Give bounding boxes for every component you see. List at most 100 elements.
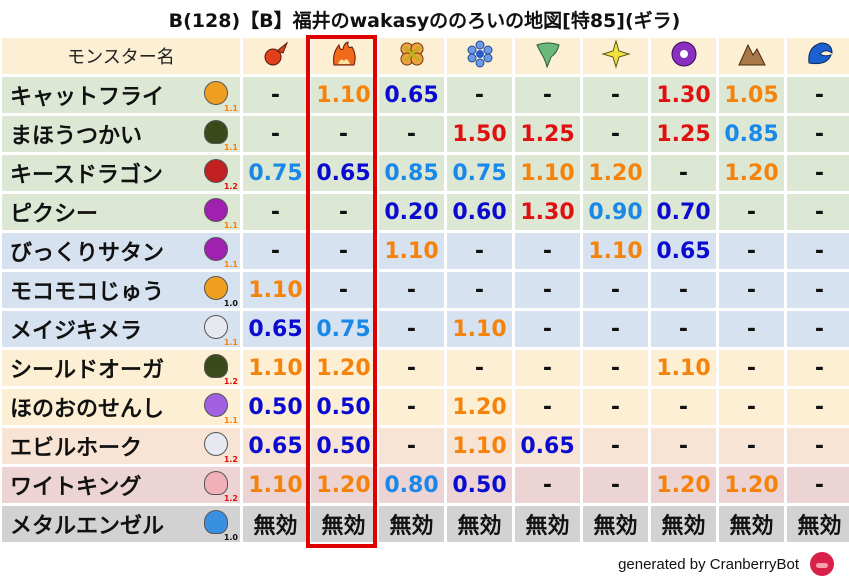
resistance-value: - — [583, 389, 648, 425]
resistance-value: 1.50 — [447, 116, 512, 152]
monster-name-cell[interactable]: ほのおのせんし 1.1 — [2, 389, 240, 425]
resistance-value: 1.25 — [651, 116, 716, 152]
resistance-value: - — [379, 389, 444, 425]
monster-name: メイジキメラ — [10, 319, 143, 344]
resistance-value: - — [787, 467, 849, 503]
monster-level: 1.2 — [223, 182, 238, 191]
green-blob-icon — [204, 354, 228, 378]
resistance-value: - — [311, 233, 376, 269]
monster-name-header: モンスター名 — [2, 38, 240, 74]
resistance-value: 無効 — [787, 506, 849, 542]
resistance-value: 0.65 — [311, 155, 376, 191]
resistance-value: - — [515, 77, 580, 113]
resistance-value: - — [583, 467, 648, 503]
monster-name-cell[interactable]: モコモコじゅう 1.0 — [2, 272, 240, 308]
snowflake-icon — [465, 39, 495, 74]
monster-name-cell[interactable]: シールドオーガ 1.2 — [2, 350, 240, 386]
resistance-value: - — [787, 194, 849, 230]
resistance-value: 0.85 — [379, 155, 444, 191]
resistance-value: - — [787, 155, 849, 191]
wave-icon — [805, 39, 835, 74]
monster-level: 1.2 — [223, 494, 238, 503]
resistance-value: - — [311, 272, 376, 308]
slime-icon — [204, 510, 228, 534]
resistance-value: - — [243, 77, 308, 113]
monster-name-cell[interactable]: エビルホーク 1.2 — [2, 428, 240, 464]
resistance-value: - — [515, 389, 580, 425]
resistance-value: 無効 — [651, 506, 716, 542]
resistance-value: 1.10 — [379, 233, 444, 269]
resistance-value: - — [583, 77, 648, 113]
monster-name-cell[interactable]: まほうつかい 1.1 — [2, 116, 240, 152]
resistance-value: - — [311, 194, 376, 230]
resistance-value: - — [651, 311, 716, 347]
resistance-value: 1.10 — [651, 350, 716, 386]
resistance-value: 0.65 — [515, 428, 580, 464]
element-header-4[interactable] — [447, 38, 512, 74]
monster-name-cell[interactable]: ワイトキング 1.2 — [2, 467, 240, 503]
monster-name: キースドラゴン — [10, 163, 163, 188]
resistance-value: - — [583, 272, 648, 308]
resistance-value: - — [719, 428, 784, 464]
resistance-value: - — [515, 233, 580, 269]
monster-name: びっくりサタン — [10, 241, 165, 266]
resistance-value: 無効 — [515, 506, 580, 542]
monster-level: 1.1 — [223, 338, 238, 347]
resistance-value: 1.10 — [243, 272, 308, 308]
resistance-value: - — [651, 428, 716, 464]
element-header-8[interactable] — [719, 38, 784, 74]
resistance-value: 0.80 — [379, 467, 444, 503]
resistance-value: - — [651, 155, 716, 191]
resistance-value: - — [583, 311, 648, 347]
element-header-9[interactable] — [787, 38, 849, 74]
monster-name-cell[interactable]: メイジキメラ 1.1 — [2, 311, 240, 347]
resistance-value: 0.75 — [311, 311, 376, 347]
element-header-1[interactable] — [243, 38, 308, 74]
monster-name-cell[interactable]: ピクシー 1.1 — [2, 194, 240, 230]
monster-name-cell[interactable]: キースドラゴン 1.2 — [2, 155, 240, 191]
resistance-value: - — [787, 389, 849, 425]
resistance-value: - — [583, 116, 648, 152]
resistance-value: 0.50 — [447, 467, 512, 503]
monster-level: 1.0 — [223, 533, 238, 542]
wing-icon — [204, 432, 228, 456]
resistance-value: 0.90 — [583, 194, 648, 230]
resistance-value: - — [787, 233, 849, 269]
resistance-value: 0.50 — [243, 389, 308, 425]
resistance-value: 1.20 — [651, 467, 716, 503]
element-header-2[interactable] — [311, 38, 376, 74]
fireball-icon — [261, 39, 291, 74]
resistance-value: 0.70 — [651, 194, 716, 230]
green-blob-icon — [204, 120, 228, 144]
resistance-value: 0.75 — [447, 155, 512, 191]
resistance-value: - — [787, 116, 849, 152]
resistance-value: 1.10 — [447, 428, 512, 464]
monster-name-cell[interactable]: メタルエンゼル 1.0 — [2, 506, 240, 542]
monster-level: 1.1 — [223, 260, 238, 269]
resistance-value: 1.10 — [447, 311, 512, 347]
vortex-icon — [669, 39, 699, 74]
resistance-value: 1.10 — [583, 233, 648, 269]
resistance-value: - — [787, 77, 849, 113]
monster-level: 1.1 — [223, 104, 238, 113]
element-header-3[interactable] — [379, 38, 444, 74]
resistance-value: - — [719, 389, 784, 425]
resistance-value: 1.10 — [243, 350, 308, 386]
monster-level: 1.1 — [223, 221, 238, 230]
element-header-7[interactable] — [651, 38, 716, 74]
element-header-6[interactable] — [583, 38, 648, 74]
resistance-value: 1.20 — [447, 389, 512, 425]
resistance-value: - — [719, 194, 784, 230]
resistance-value: 0.65 — [243, 311, 308, 347]
monster-name: エビルホーク — [10, 436, 143, 461]
monster-name-cell[interactable]: キャットフライ 1.1 — [2, 77, 240, 113]
resistance-value: - — [379, 428, 444, 464]
resistance-value: - — [243, 116, 308, 152]
monster-level: 1.2 — [223, 455, 238, 464]
paw-icon — [204, 276, 228, 300]
element-header-5[interactable] — [515, 38, 580, 74]
resistance-value: - — [379, 350, 444, 386]
resistance-value: - — [379, 272, 444, 308]
monster-name-cell[interactable]: びっくりサタン 1.1 — [2, 233, 240, 269]
resistance-value: - — [447, 233, 512, 269]
